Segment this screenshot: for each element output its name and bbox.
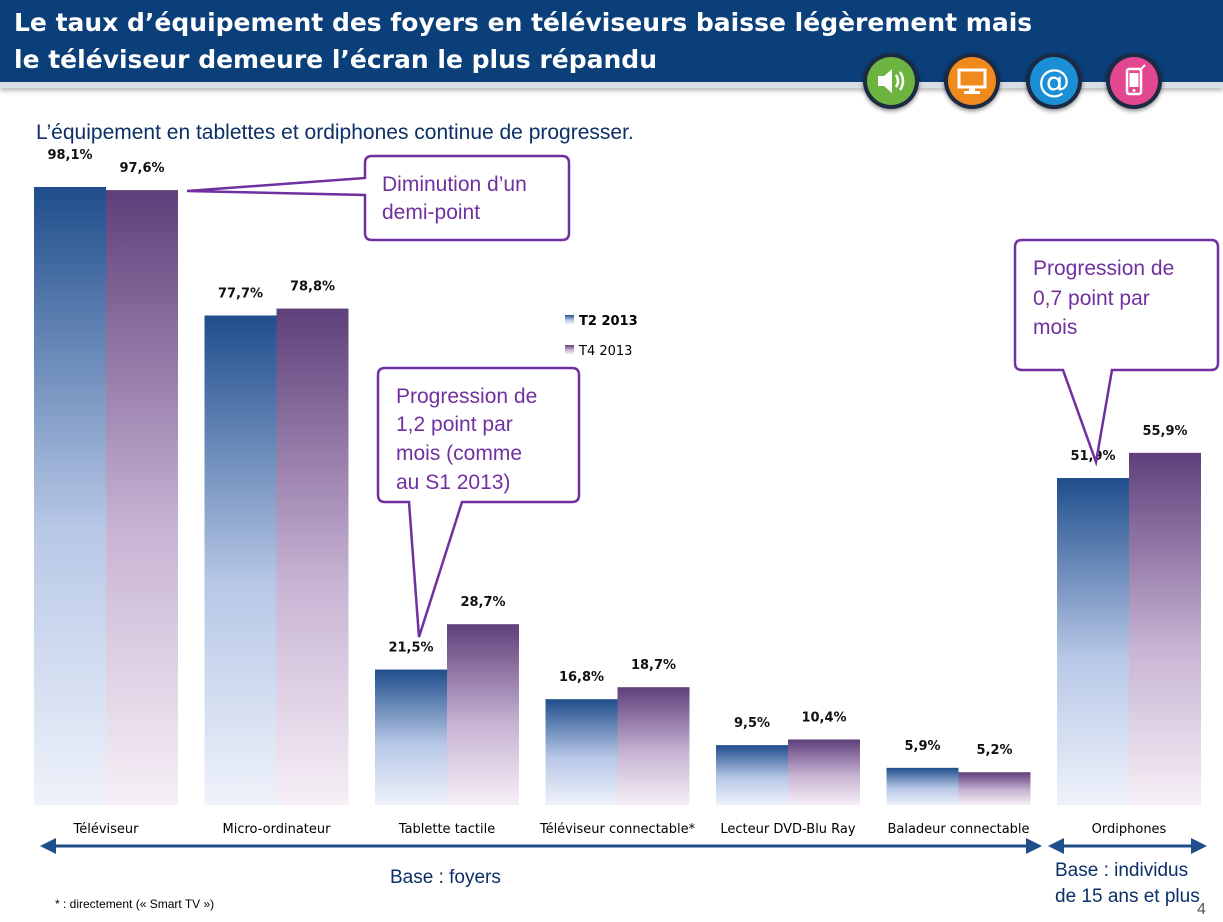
data-label-t4-2013-lecteur-dvd-blu-ray: 10,4% [801,710,846,725]
bar-t2-2013-micro-ordinateur [204,315,277,805]
smartphone-icon-button[interactable] [1106,53,1162,109]
callout-3-line-3: mois [1033,316,1077,339]
data-label-t4-2013-televiseur: 97,6% [119,161,164,176]
data-label-t4-2013-ordiphones: 55,9% [1142,424,1187,439]
data-label-t4-2013-televiseur-connectable: 18,7% [631,658,676,673]
callout-3-line-2: 0,7 point par [1033,287,1150,310]
callout-2-line-3: mois (comme [396,442,522,465]
legend-swatch-t2-2013 [565,315,574,324]
callout-ordiphones: Progression de 0,7 point par mois [1013,238,1220,467]
bar-t2-2013-baladeur-connectable [886,767,959,805]
smartphone-icon [1110,57,1158,105]
bar-t4-2013-tablette-tactile [447,624,519,805]
bar-t2-2013-lecteur-dvd-blu-ray [716,745,788,805]
base-individus-arrow [1048,838,1207,854]
category-label-tablette-tactile: Tablette tactile [398,822,495,837]
data-label-t2-2013-micro-ordinateur: 77,7% [218,286,263,301]
bar-t4-2013-televiseur-connectable [617,687,690,805]
base-foyers-arrow [40,838,1042,854]
category-label-ordiphones: Ordiphones [1092,822,1167,837]
bar-t4-2013-micro-ordinateur [276,308,349,805]
chart-subtitle: L’équipement en tablettes et ordiphones … [36,121,634,144]
data-label-t2-2013-lecteur-dvd-blu-ray: 9,5% [734,716,770,731]
category-label-televiseur-connectable: Téléviseur connectable* [539,822,696,837]
base-foyers-label: Base : foyers [390,867,501,888]
bar-t2-2013-tablette-tactile [375,669,447,805]
page-title: Le taux d’équipement des foyers en télév… [14,8,1033,74]
speaker-icon [867,57,915,105]
callout-2-line-2: 1,2 point par [396,413,513,436]
data-label-t4-2013-micro-ordinateur: 78,8% [290,280,335,295]
data-label-t2-2013-televiseur-connectable: 16,8% [559,670,604,685]
at-sign-icon: @ [1030,57,1078,105]
legend-label-t4-2013: T4 2013 [578,344,632,359]
callout-2-line-4: au S1 2013) [396,471,510,494]
base-individus-label-2: de 15 ans et plus [1055,886,1200,907]
category-label-micro-ordinateur: Micro-ordinateur [223,822,332,837]
bar-t4-2013-ordiphones [1129,452,1201,805]
callout-2-line-1: Progression de [396,385,537,408]
speaker-icon-button[interactable] [863,53,919,109]
callout-diminution: Diminution d’un demi-point [186,154,571,242]
monitor-icon-button[interactable] [944,53,1000,109]
header-bar: Le taux d’équipement des foyers en télév… [0,0,1223,88]
legend-swatch-t4-2013 [565,345,574,354]
data-label-t2-2013-televiseur: 98,1% [47,148,92,163]
page-number: 4 [1197,901,1206,918]
monitor-icon [948,57,996,105]
category-label-lecteur-dvd-blu-ray: Lecteur DVD-Blu Ray [720,822,855,837]
bar-t4-2013-lecteur-dvd-blu-ray [788,739,860,805]
bar-t4-2013-televiseur [106,190,178,805]
data-label-t4-2013-tablette-tactile: 28,7% [460,595,505,610]
category-label-baladeur-connectable: Baladeur connectable [887,822,1029,837]
category-label-televiseur: Téléviseur [73,822,140,837]
callout-3-line-1: Progression de [1033,257,1174,280]
base-individus-label-1: Base : individus [1055,860,1188,881]
at-sign-icon-button[interactable]: @ [1026,53,1082,109]
callout-1-line-2: demi-point [382,201,480,224]
data-label-t2-2013-tablette-tactile: 21,5% [388,641,433,656]
callout-1-line-1: Diminution d’un [382,173,527,196]
footnote: * : directement (« Smart TV ») [55,897,214,911]
legend-label-t2-2013: T2 2013 [579,314,638,329]
bar-t2-2013-televiseur-connectable [545,699,618,805]
bar-t2-2013-televiseur [34,186,106,806]
data-label-t2-2013-baladeur-connectable: 5,9% [904,739,940,754]
bar-t4-2013-baladeur-connectable [958,772,1031,805]
data-label-t4-2013-baladeur-connectable: 5,2% [976,743,1012,758]
bar-t2-2013-ordiphones [1057,478,1129,805]
callout-tablette: Progression de 1,2 point par mois (comme… [376,366,581,638]
